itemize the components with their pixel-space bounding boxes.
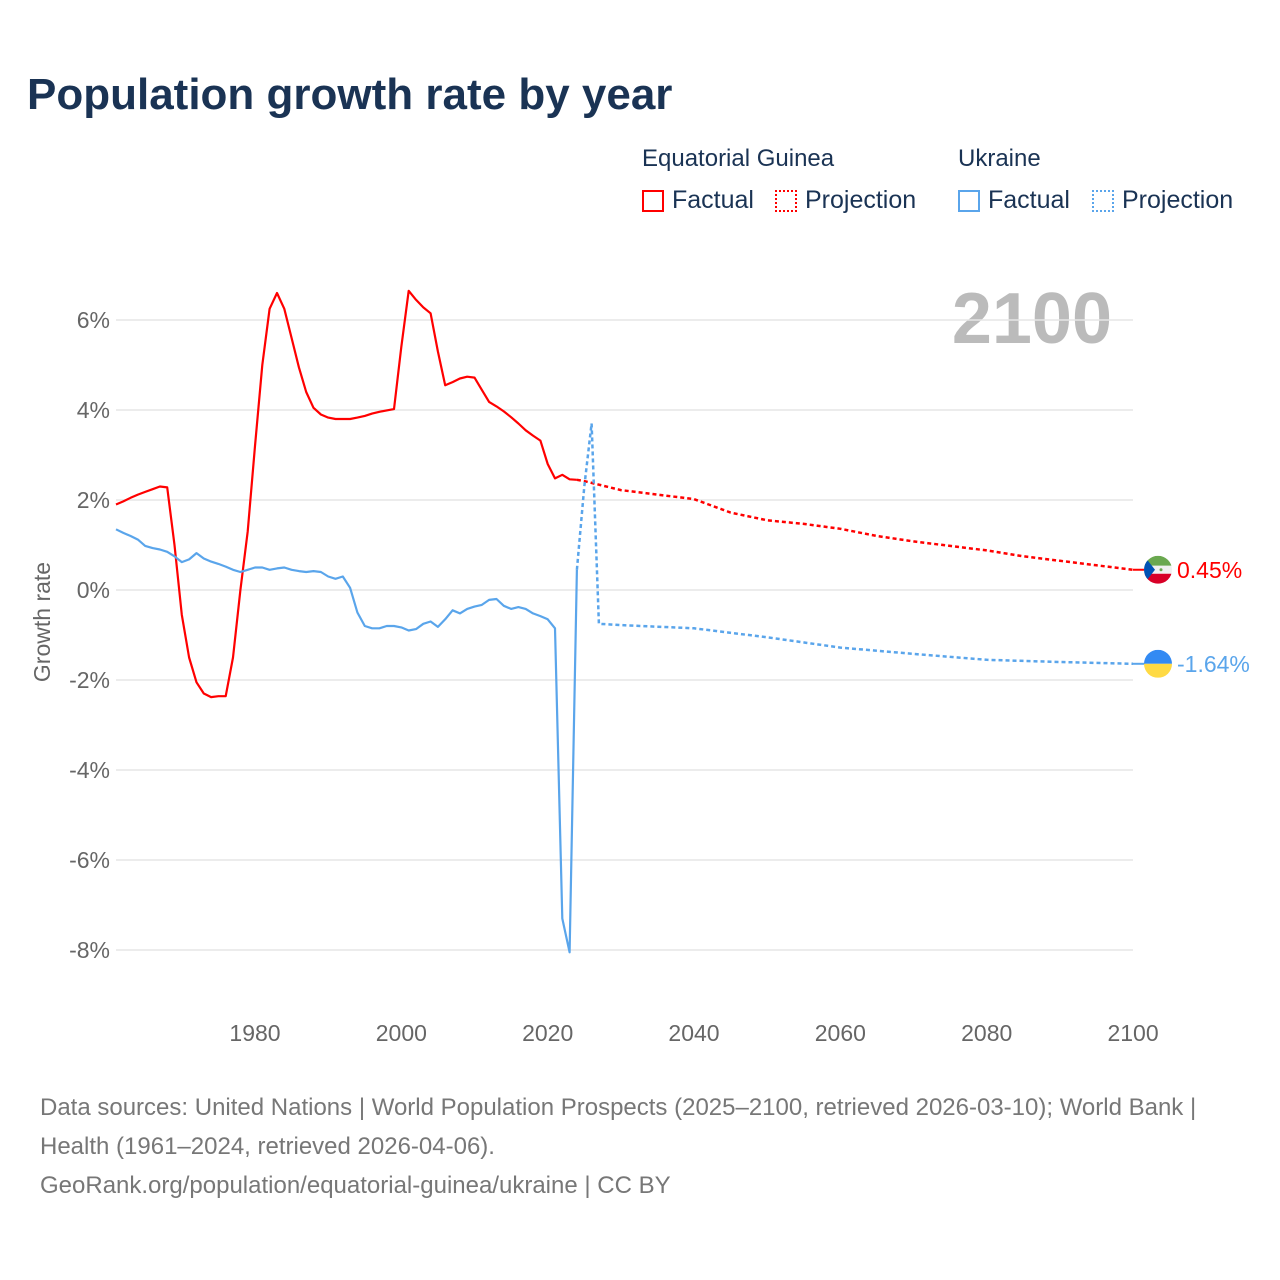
y-tick-label: 6% (77, 307, 110, 333)
source-line-2[interactable]: GeoRank.org/population/equatorial-guinea… (40, 1172, 671, 1199)
legend-swatch-solid-red (642, 189, 664, 212)
y-tick-label: 4% (77, 397, 110, 423)
legend-swatch-dotted-red (775, 189, 797, 212)
x-tick-label: 2040 (668, 1020, 719, 1046)
y-tick-label: -8% (69, 937, 110, 963)
equatorial-guinea-flag-icon (1144, 555, 1172, 584)
ukraine-flag-icon (1144, 649, 1172, 678)
ukraine-projection-line (575, 423, 1134, 666)
legend-label: Projection (1122, 186, 1234, 214)
legend-swatch-solid-blue (958, 189, 980, 212)
equatorial-guinea-projection-line (576, 478, 1134, 572)
source-note: Data sources: United Nations | World Pop… (40, 1088, 1240, 1205)
y-tick-label: -6% (69, 847, 110, 873)
x-tick-label: 1980 (229, 1020, 280, 1046)
y-axis-label: Growth rate (29, 562, 55, 682)
legend-group-ukraine: Ukraine (958, 145, 1041, 172)
y-tick-label: 0% (77, 577, 110, 603)
ukraine-end-value: -1.64% (1177, 651, 1250, 677)
legend-label: Factual (672, 186, 754, 214)
legend-ua-factual[interactable]: Factual (958, 186, 1070, 215)
year-label: 2100 (952, 279, 1112, 359)
x-tick-label: 2080 (961, 1020, 1012, 1046)
legend-group-equatorial-guinea: Equatorial Guinea (642, 145, 835, 172)
x-tick-label: 2100 (1107, 1020, 1158, 1046)
x-tick-label: 2020 (522, 1020, 573, 1046)
legend-ua-projection[interactable]: Projection (1092, 186, 1233, 215)
y-tick-label: 2% (77, 487, 110, 513)
y-tick-label: -4% (69, 757, 110, 783)
page-title: Population growth rate by year (27, 70, 673, 119)
legend-label: Factual (988, 186, 1070, 214)
legend-eq-projection[interactable]: Projection (775, 186, 916, 215)
equatorial-guinea-end-value: 0.45% (1177, 557, 1242, 583)
source-line-1: Data sources: United Nations | World Pop… (40, 1094, 1197, 1160)
x-tick-label: 2060 (815, 1020, 866, 1046)
y-tick-label: -2% (69, 667, 110, 693)
equatorial-guinea-factual-line (115, 289, 577, 699)
ukraine-factual-line (115, 528, 578, 954)
legend-swatch-dotted-blue (1092, 189, 1114, 212)
x-tick-label: 2000 (376, 1020, 427, 1046)
legend-label: Projection (805, 186, 917, 214)
legend-eq-factual[interactable]: Factual (642, 186, 754, 215)
